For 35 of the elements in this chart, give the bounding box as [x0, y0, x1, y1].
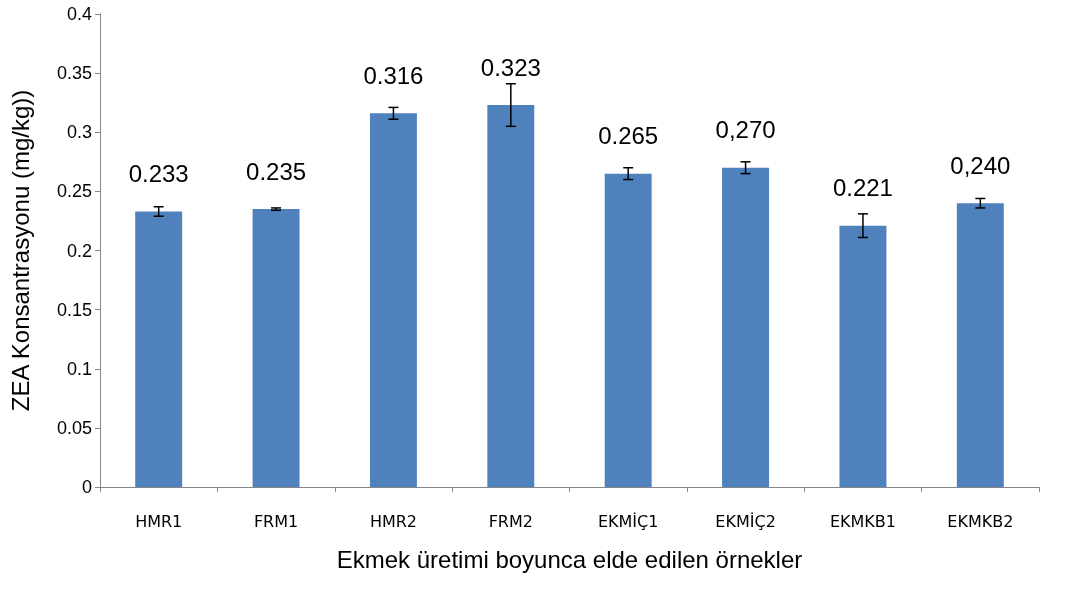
bar [135, 211, 183, 487]
data-label: 0.323 [480, 53, 541, 81]
y-tick-label: 0.05 [56, 417, 92, 438]
bar [252, 209, 300, 487]
y-tick-label: 0.4 [66, 4, 92, 24]
x-tick-label: HMR2 [369, 511, 418, 531]
y-axis-title: ZEA Konsantrasyonu (mg/kg)) [6, 89, 34, 412]
y-tick-label: 0.35 [56, 63, 92, 84]
y-tick-label: 0.1 [66, 358, 92, 379]
bar [722, 167, 770, 487]
data-label: 0.316 [363, 61, 424, 89]
bar [487, 105, 535, 487]
x-tick-label: EKMİÇ2 [715, 511, 776, 531]
data-label: 0.233 [128, 159, 189, 187]
data-label: 0.265 [598, 122, 659, 150]
data-label: 0,240 [950, 151, 1011, 179]
y-tick-label: 0.3 [66, 122, 92, 143]
y-tick-label: 0.15 [56, 299, 92, 320]
data-label: 0,270 [715, 116, 776, 144]
x-tick-label: FRM1 [253, 511, 299, 531]
x-tick-label: EKMİÇ1 [597, 511, 659, 531]
x-tick-label: EKMKB2 [947, 511, 1014, 531]
bar [956, 203, 1004, 487]
data-label: 0.221 [832, 174, 893, 202]
bar [604, 173, 652, 487]
x-tick-label: HMR1 [135, 511, 183, 531]
y-tick-label: 0.25 [56, 181, 92, 202]
data-label: 0.235 [246, 157, 307, 185]
y-tick-label: 0 [81, 477, 92, 497]
x-tick-label: EKMKB1 [829, 511, 896, 531]
x-tick-label: FRM2 [488, 511, 533, 531]
y-tick-label: 0.2 [66, 240, 92, 261]
bar [839, 225, 887, 487]
x-axis-title: Ekmek üretimi boyunca elde edilen örnekler [336, 545, 803, 573]
bar [369, 113, 417, 487]
